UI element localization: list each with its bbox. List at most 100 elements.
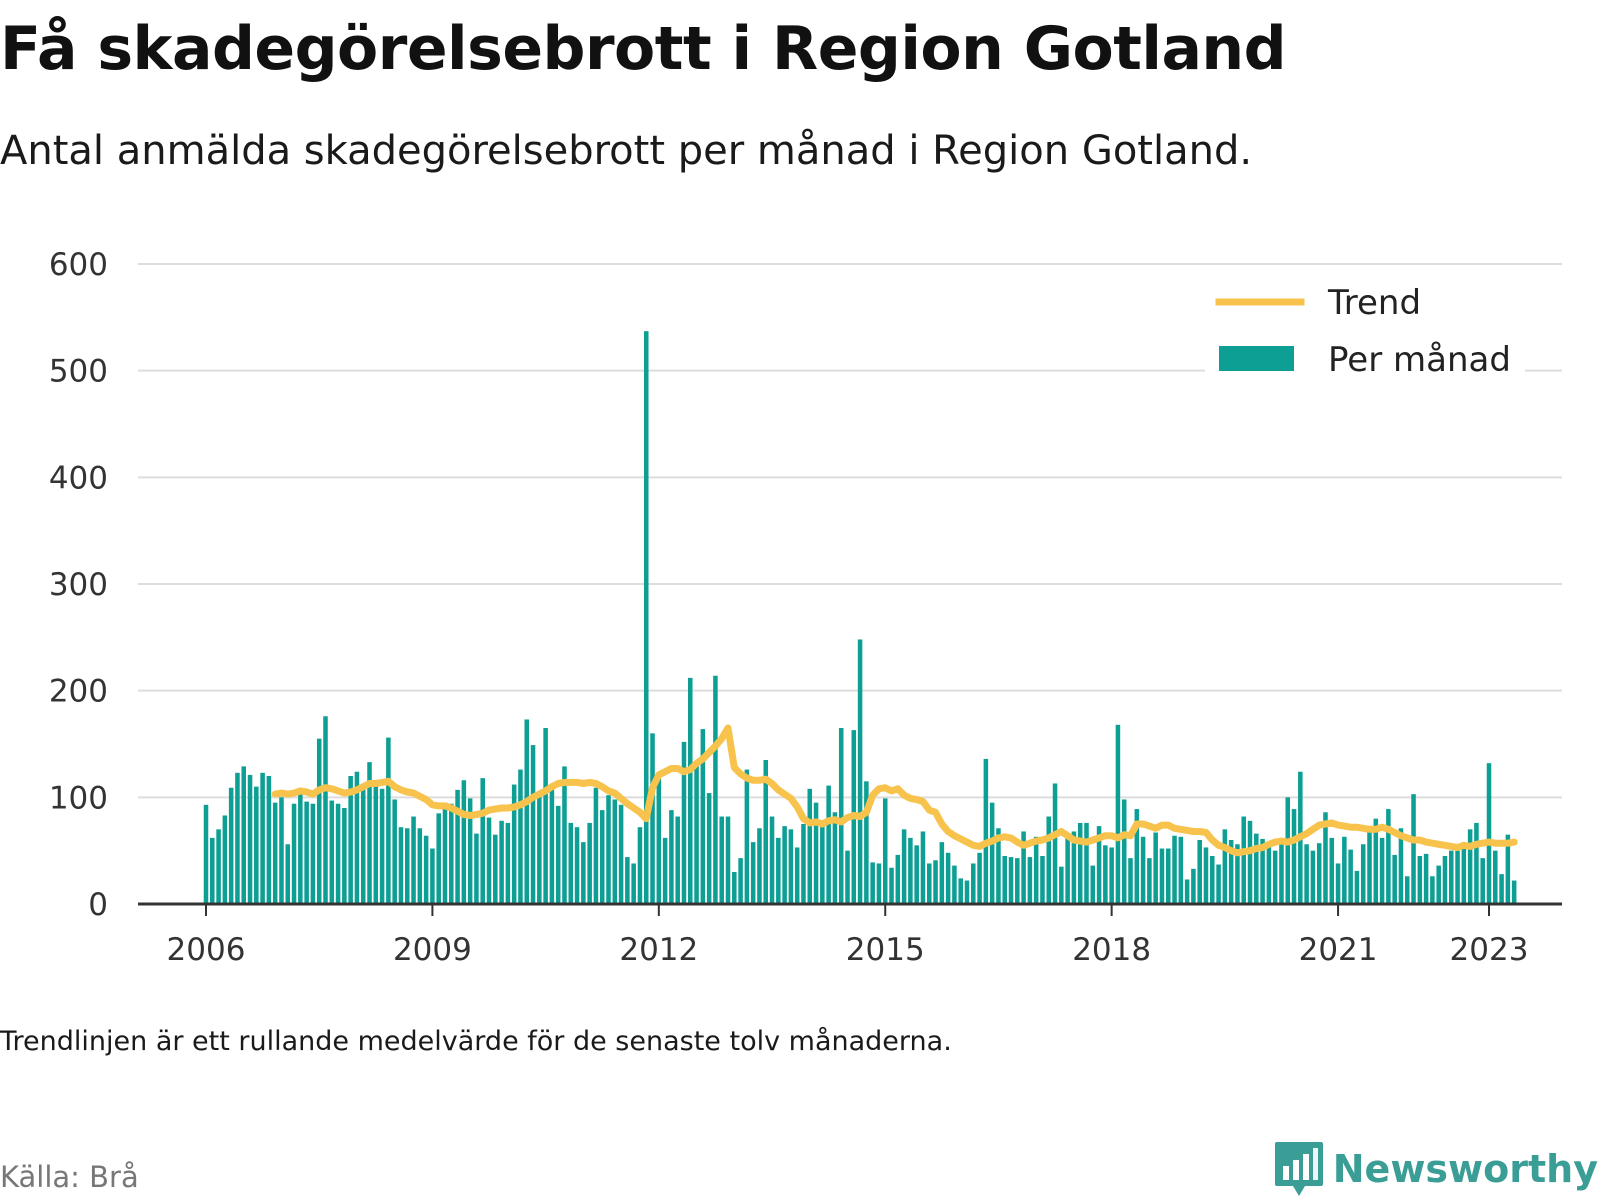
- bar: [788, 829, 794, 904]
- bar: [1065, 836, 1070, 904]
- bar: [1461, 843, 1467, 904]
- bar: [1197, 840, 1202, 904]
- bar: [1348, 849, 1353, 904]
- bar: [461, 780, 467, 904]
- bar: [1367, 829, 1372, 904]
- bar: [650, 733, 655, 904]
- bar: [952, 865, 957, 904]
- legend: Trend Per månad: [1205, 266, 1525, 386]
- bar: [373, 783, 379, 904]
- bar: [1077, 822, 1083, 904]
- brand-logo[interactable]: Newsworthy: [1273, 1140, 1598, 1198]
- bar: [958, 878, 963, 904]
- bar: [1499, 874, 1504, 904]
- bar: [857, 639, 863, 904]
- bar: [467, 798, 473, 904]
- bar: [241, 766, 246, 904]
- bar: [920, 831, 926, 904]
- bar: [1059, 866, 1064, 904]
- bar: [1184, 879, 1190, 904]
- bar: [1096, 826, 1102, 904]
- bar: [335, 803, 341, 904]
- bar: [738, 858, 743, 904]
- bar: [1172, 835, 1177, 904]
- bar: [656, 778, 662, 904]
- bar: [316, 738, 322, 904]
- bar: [266, 776, 272, 904]
- brand-name: Newsworthy: [1332, 1147, 1598, 1191]
- bar: [235, 772, 240, 904]
- bar: [750, 842, 756, 904]
- legend-trend-label: Trend: [1327, 283, 1421, 323]
- bar: [1423, 853, 1429, 904]
- bar: [971, 863, 976, 904]
- bar: [449, 803, 454, 904]
- bar: [618, 804, 624, 904]
- bar: [1121, 799, 1127, 904]
- bar: [1335, 863, 1341, 904]
- bar: [398, 827, 404, 904]
- bar: [662, 837, 668, 904]
- bar: [1323, 812, 1328, 904]
- bar: [1228, 840, 1234, 904]
- bar: [1084, 822, 1089, 904]
- bar: [430, 848, 435, 904]
- bar: [769, 816, 775, 904]
- bar: [1329, 837, 1335, 904]
- bar: [1455, 850, 1460, 904]
- bar-series: [203, 331, 1517, 904]
- bar: [625, 857, 630, 904]
- bar: [1272, 850, 1278, 904]
- bar: [983, 758, 989, 904]
- bar: [1392, 854, 1397, 904]
- bar: [1222, 829, 1228, 904]
- bar: [813, 802, 819, 904]
- bar: [1430, 876, 1435, 904]
- bar: [1147, 858, 1152, 904]
- bar: [568, 822, 574, 904]
- bar: [820, 825, 825, 904]
- bar: [1033, 836, 1039, 904]
- bar: [996, 828, 1001, 904]
- bar: [543, 728, 548, 904]
- bar: [285, 844, 291, 904]
- bar: [870, 862, 875, 904]
- bar: [637, 827, 643, 904]
- bar: [1191, 868, 1196, 904]
- bar: [524, 719, 530, 904]
- bar: [845, 850, 850, 904]
- bar: [210, 837, 215, 904]
- bar: [354, 771, 360, 904]
- bar: [1002, 856, 1007, 904]
- bar: [732, 872, 737, 904]
- bar: [1021, 831, 1026, 904]
- bar: [1304, 844, 1309, 904]
- legend-bars-swatch: [1219, 346, 1294, 371]
- bar: [1159, 848, 1165, 904]
- bar: [1052, 783, 1058, 904]
- bar: [933, 860, 938, 904]
- x-tick-label: 2015: [846, 932, 925, 968]
- legend-bars-label: Per månad: [1328, 340, 1511, 380]
- bar: [593, 787, 599, 904]
- bar: [1417, 856, 1423, 904]
- bar: [222, 815, 228, 904]
- bar: [1493, 850, 1498, 904]
- bar: [882, 798, 888, 904]
- x-tick-label: 2012: [619, 932, 698, 968]
- bar: [411, 816, 416, 904]
- bar: [203, 804, 209, 904]
- bar: [1241, 816, 1246, 904]
- footnote: Trendlinjen är ett rullande medelvärde f…: [0, 1026, 952, 1057]
- bar: [1247, 820, 1253, 904]
- bar: [1505, 834, 1511, 904]
- bar: [1165, 848, 1171, 904]
- bar: [1046, 816, 1052, 904]
- bar: [1291, 809, 1297, 904]
- bar: [1360, 844, 1366, 904]
- bar: [889, 867, 894, 904]
- bar: [310, 803, 316, 904]
- bar: [480, 778, 485, 904]
- x-tick-label: 2009: [393, 932, 472, 968]
- bar: [360, 786, 366, 904]
